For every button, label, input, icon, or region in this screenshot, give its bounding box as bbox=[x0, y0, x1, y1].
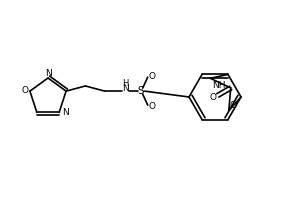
Text: O: O bbox=[210, 93, 217, 102]
Text: N: N bbox=[45, 68, 51, 77]
Text: NH: NH bbox=[212, 81, 226, 90]
Text: O: O bbox=[148, 102, 155, 111]
Text: O: O bbox=[148, 72, 155, 81]
Text: N: N bbox=[122, 84, 129, 93]
Text: N: N bbox=[62, 108, 68, 117]
Text: H: H bbox=[122, 79, 129, 88]
Text: O: O bbox=[229, 101, 236, 110]
Text: O: O bbox=[21, 86, 28, 95]
Text: S: S bbox=[137, 86, 144, 96]
